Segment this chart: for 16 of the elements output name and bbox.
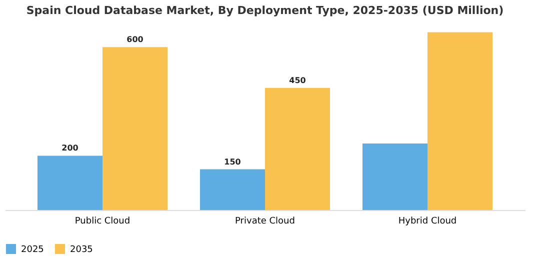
legend-label: 2035 — [70, 245, 93, 255]
bar — [200, 169, 265, 210]
data-label: 150 — [224, 157, 242, 166]
bar — [38, 156, 102, 210]
chart-title: Spain Cloud Database Market, By Deployment Type, 2025-2035 (USD Million) — [26, 4, 504, 17]
bar — [362, 144, 428, 210]
bar — [102, 47, 168, 210]
data-label: 600 — [126, 35, 144, 44]
x-tick-label: Public Cloud — [74, 216, 130, 226]
bar — [265, 88, 330, 210]
data-label: 450 — [289, 76, 306, 85]
x-tick-label: Hybrid Cloud — [398, 216, 457, 226]
bar — [428, 32, 492, 210]
data-label: 200 — [62, 144, 79, 153]
legend-label: 2025 — [21, 245, 44, 255]
x-tick-label: Private Cloud — [235, 216, 295, 226]
